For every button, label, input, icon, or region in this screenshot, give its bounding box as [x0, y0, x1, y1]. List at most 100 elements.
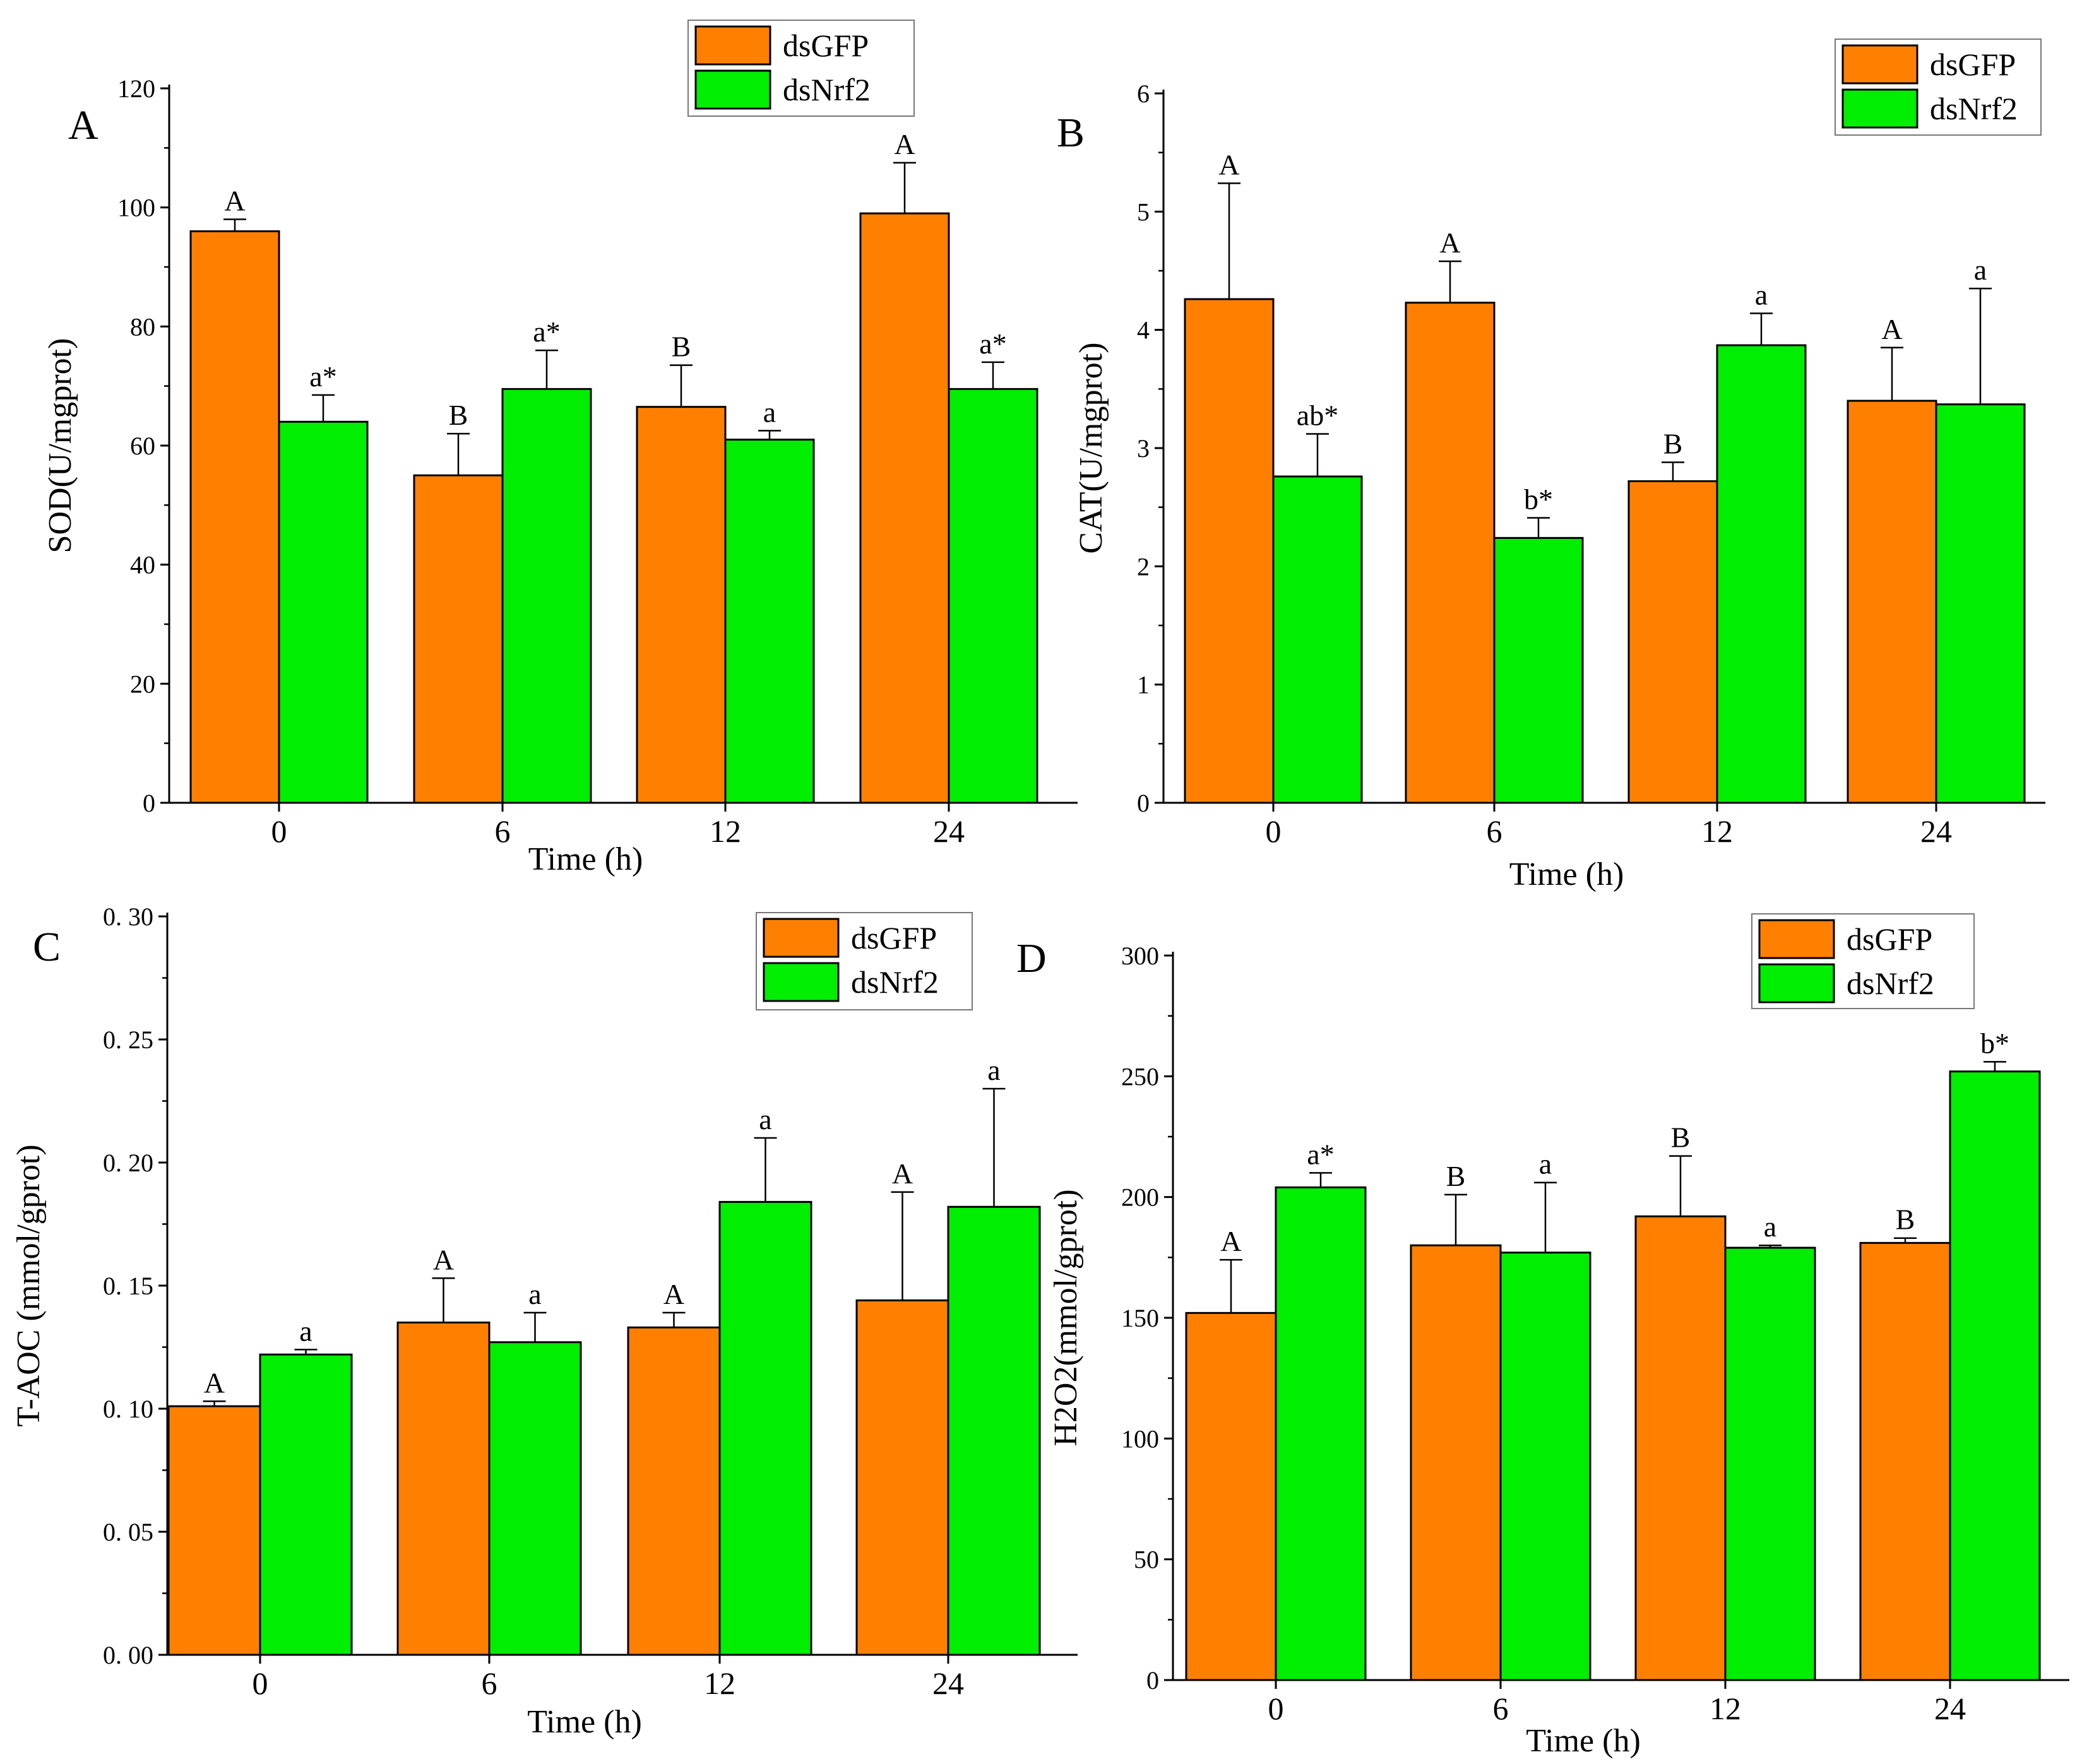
x-tick-label: 6 — [1487, 814, 1502, 849]
y-tick-label: 0. 25 — [103, 1026, 153, 1054]
x-axis-title: Time (h) — [1509, 856, 1624, 892]
y-tick-label: 80 — [130, 312, 155, 341]
y-tick-label: 0. 20 — [103, 1149, 153, 1177]
significance-label: a* — [533, 316, 560, 348]
legend-label: dsNrf2 — [1930, 91, 2018, 126]
x-tick-label: 0 — [1268, 1691, 1284, 1726]
legend: dsGFP dsNrf2 — [1751, 913, 1975, 1009]
bar-dsNrf2-12 — [718, 1200, 812, 1656]
y-tick-label: 100 — [1121, 1424, 1159, 1453]
y-axis-title: H2O2(mmol/gprot) — [1048, 1189, 1084, 1446]
bar-dsGFP-0 — [189, 230, 280, 804]
y-tick-label: 50 — [1134, 1546, 1159, 1574]
y-tick-label: 120 — [117, 74, 155, 103]
x-tick-label: 0 — [1266, 814, 1282, 849]
bar-dsNrf2-24 — [1949, 1070, 2041, 1681]
significance-label: A — [663, 1278, 684, 1310]
y-tick-label: 300 — [1121, 942, 1159, 970]
x-tick-label: 0 — [253, 1666, 268, 1701]
x-tick-label: 12 — [1701, 814, 1733, 849]
legend-swatch-dsGFP — [763, 918, 840, 958]
bar-dsGFP-6 — [396, 1322, 491, 1656]
panel-d: A B B Ba* a a b* 0 50 100 150 200 250 300 0 6 12 24 Time (… — [1016, 913, 2069, 1759]
x-tick-label: 12 — [704, 1666, 735, 1701]
legend-label: dsNrf2 — [1847, 966, 1934, 1001]
significance-label: B — [1671, 1122, 1691, 1154]
panel-letter: C — [33, 924, 61, 970]
y-tick-label: 4 — [1137, 316, 1150, 345]
bar-dsNrf2-12 — [1716, 344, 1807, 804]
significance-label: a — [1764, 1211, 1776, 1243]
x-tick-label: 6 — [1493, 1691, 1509, 1726]
significance-label: A — [1220, 1225, 1241, 1257]
significance-label: b* — [1980, 1027, 2009, 1059]
bar-dsGFP-12 — [627, 1326, 721, 1656]
significance-label: ab* — [1297, 400, 1338, 432]
significance-label: a — [759, 1103, 771, 1135]
x-axis-title: Time (h) — [1526, 1723, 1641, 1759]
x-tick-label: 12 — [710, 814, 741, 849]
y-tick-label: 250 — [1121, 1062, 1159, 1091]
bar-dsNrf2-12 — [1724, 1246, 1816, 1681]
panel-a: A B B Aa* a* a a* 0 20 40 60 80 100 120 0 6 12 24 Time (h)… — [42, 20, 1078, 877]
bar-dsNrf2-0 — [1272, 475, 1363, 804]
bar-dsGFP-0 — [1184, 298, 1275, 804]
significance-label: a — [1539, 1148, 1552, 1180]
significance-label: b* — [1524, 483, 1553, 516]
y-tick-label: 0. 15 — [103, 1272, 153, 1300]
x-tick-label: 6 — [495, 814, 511, 849]
bar-dsGFP-24 — [1847, 400, 1937, 804]
x-tick-label: 6 — [482, 1666, 497, 1701]
x-tick-label: 0 — [271, 814, 287, 849]
bar-dsNrf2-24 — [948, 388, 1038, 804]
significance-label: a — [528, 1278, 541, 1310]
significance-label: a — [763, 396, 776, 428]
legend: dsGFP dsNrf2 — [1835, 38, 2042, 136]
y-tick-label: 0. 05 — [103, 1518, 153, 1546]
y-tick-label: 200 — [1121, 1183, 1159, 1212]
bar-dsGFP-6 — [1405, 302, 1496, 804]
legend-swatch-dsNrf2 — [1841, 88, 1918, 129]
bar-dsNrf2-0 — [1275, 1186, 1367, 1681]
x-tick-label: 24 — [932, 1666, 964, 1701]
legend-label: dsNrf2 — [851, 964, 939, 1000]
significance-label: a* — [309, 360, 336, 393]
significance-label: B — [1896, 1204, 1915, 1236]
bar-dsNrf2-0 — [278, 420, 369, 804]
y-tick-label: 100 — [117, 194, 155, 222]
y-axis-title: T-AOC (mmol/gprot) — [11, 1144, 47, 1426]
bar-dsGFP-24 — [859, 212, 950, 804]
significance-label: B — [1446, 1160, 1466, 1192]
legend-label: dsGFP — [1847, 921, 1932, 957]
significance-label: a — [1755, 278, 1768, 311]
y-axis-title: CAT(U/mgprot) — [1073, 342, 1109, 553]
legend-swatch-dsNrf2 — [1758, 963, 1835, 1003]
bar-dsGFP-6 — [413, 474, 504, 804]
legend-label: dsGFP — [851, 920, 937, 956]
bar-dsGFP-0 — [1185, 1311, 1277, 1681]
bar-dsGFP-12 — [1634, 1215, 1727, 1681]
significance-label: a* — [1307, 1138, 1334, 1170]
y-tick-label: 1 — [1137, 671, 1150, 699]
bar-dsGFP-6 — [1410, 1244, 1502, 1681]
y-tick-label: 0 — [1137, 789, 1150, 817]
bar-dsGFP-24 — [1859, 1241, 1951, 1681]
significance-label: a — [987, 1054, 1000, 1086]
bar-dsNrf2-24 — [1935, 403, 2026, 804]
significance-label: A — [892, 1157, 913, 1190]
y-tick-label: 20 — [130, 670, 155, 698]
panel-letter: B — [1057, 110, 1085, 156]
y-tick-label: 3 — [1137, 434, 1150, 463]
legend-swatch-dsNrf2 — [763, 962, 840, 1002]
x-axis-title: Time (h) — [527, 1704, 642, 1740]
significance-label: A — [433, 1243, 454, 1276]
bar-dsGFP-12 — [636, 406, 727, 804]
legend: dsGFP dsNrf2 — [756, 912, 973, 1010]
bar-dsGFP-0 — [167, 1405, 261, 1656]
y-tick-label: 6 — [1137, 80, 1150, 108]
y-axis-title: SOD(U/mgprot) — [42, 338, 78, 553]
y-tick-label: 0. 00 — [103, 1641, 153, 1669]
bar-dsNrf2-24 — [947, 1205, 1041, 1656]
